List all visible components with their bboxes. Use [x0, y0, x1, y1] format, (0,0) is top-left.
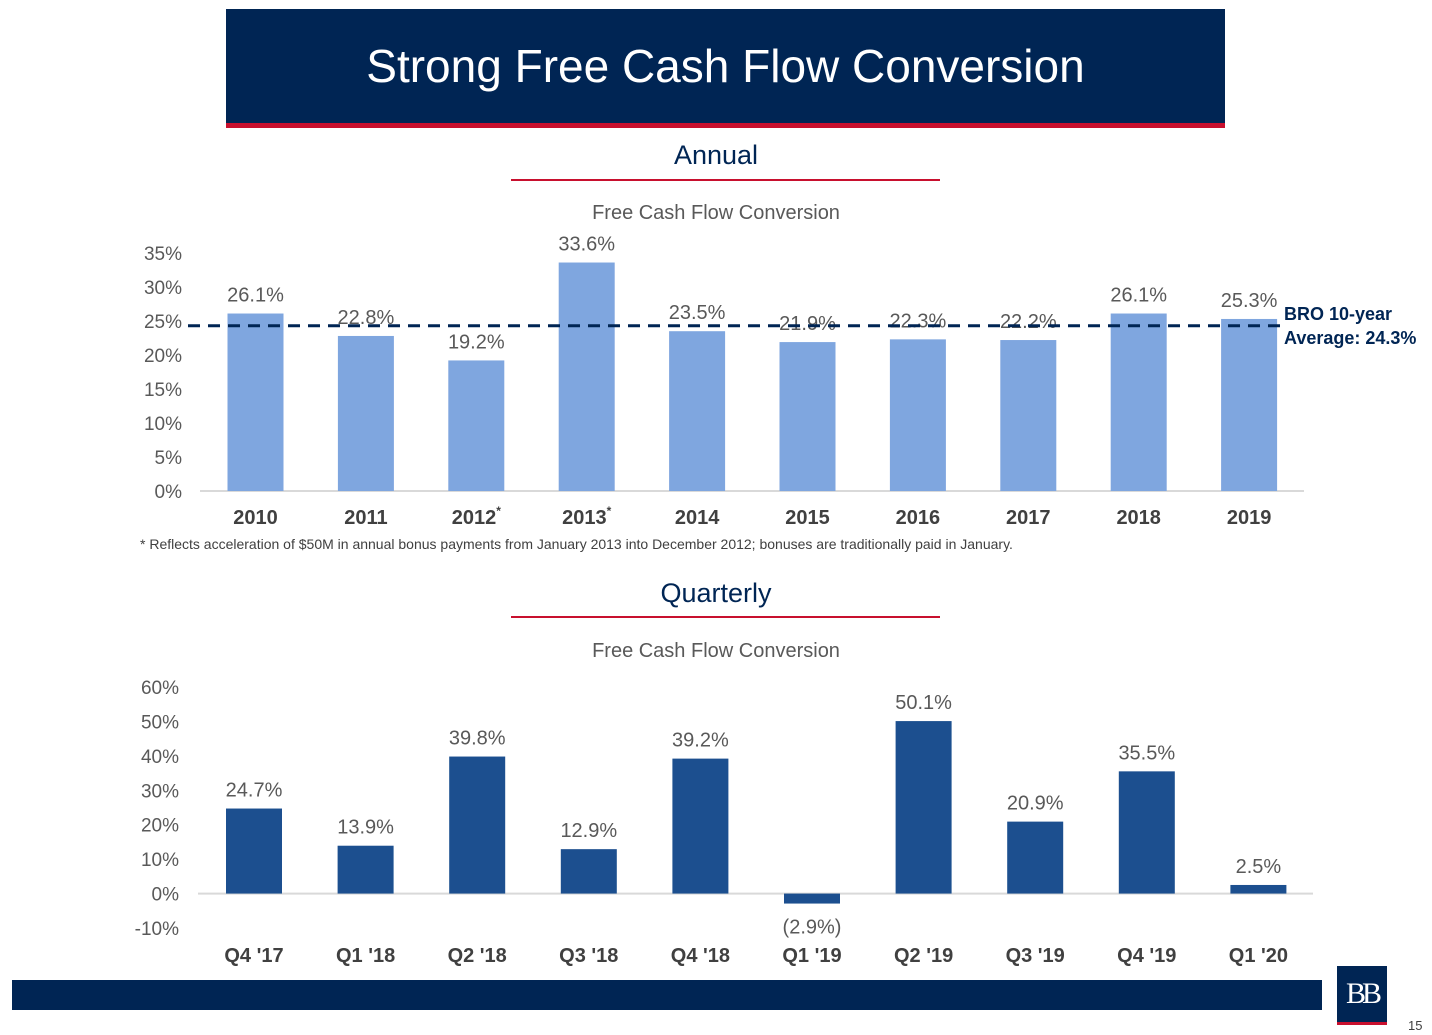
- footnote: * Reflects acceleration of $50M in annua…: [140, 536, 1013, 552]
- annual-data-label: 22.2%: [1000, 311, 1057, 333]
- footer-bar: [12, 980, 1322, 1010]
- quarterly-section-title: Quarterly: [660, 578, 772, 608]
- annual-y-tick: 25%: [144, 312, 182, 333]
- quarterly-bar: [337, 845, 394, 894]
- annual-category-label: 2013*: [562, 504, 612, 529]
- title-banner: [226, 9, 1225, 123]
- annual-category-label: 2011: [344, 507, 387, 529]
- annual-category-label: 2012*: [452, 504, 502, 529]
- quarterly-y-tick: 40%: [141, 747, 179, 768]
- annual-category-label: 2016: [896, 507, 941, 529]
- annual-data-label: 25.3%: [1221, 290, 1278, 312]
- annual-section-rule: [511, 179, 940, 181]
- page-title: Strong Free Cash Flow Conversion: [366, 40, 1085, 92]
- annual-y-tick: 20%: [144, 346, 182, 367]
- quarterly-data-label: 12.9%: [560, 820, 617, 842]
- annual-chart: 0% 5% 10% 15% 20% 25% 30% 35% 26.1% 2010 22.8% 2011…: [144, 234, 1304, 529]
- quarterly-category-label: Q1 '20: [1229, 945, 1288, 967]
- quarterly-category-label: Q1 '18: [336, 945, 395, 967]
- quarterly-category-label: Q1 '19: [782, 945, 841, 967]
- average-label: BRO 10-year Average: 24.3%: [1284, 302, 1416, 350]
- quarterly-bar: [672, 758, 729, 894]
- quarterly-bar: [449, 756, 506, 894]
- annual-y-tick: 10%: [144, 414, 182, 435]
- quarterly-bar: [226, 808, 282, 894]
- annual-category-label: 2018: [1116, 507, 1161, 529]
- annual-bar: [779, 342, 836, 491]
- quarterly-y-tick: 50%: [141, 712, 179, 733]
- annual-data-label: 21.9%: [779, 313, 836, 335]
- annual-data-label: 22.8%: [338, 307, 395, 329]
- quarterly-data-label: 20.9%: [1007, 793, 1064, 815]
- quarterly-data-label: 2.5%: [1236, 856, 1282, 878]
- quarterly-y-tick: -10%: [135, 919, 179, 940]
- annual-category-label: 2015: [785, 507, 830, 529]
- quarterly-data-label: 50.1%: [895, 692, 952, 714]
- quarterly-data-label: 24.7%: [226, 780, 283, 802]
- annual-bar: [227, 313, 284, 491]
- annual-y-tick: 35%: [144, 244, 182, 265]
- quarterly-category-label: Q4 '19: [1117, 945, 1176, 967]
- quarterly-y-tick: 60%: [141, 678, 179, 699]
- quarterly-bar: [895, 721, 952, 894]
- quarterly-y-tick: 0%: [152, 885, 180, 906]
- annual-bar: [448, 360, 505, 491]
- annual-data-label: 26.1%: [227, 285, 284, 307]
- average-label-line1: BRO 10-year: [1284, 304, 1393, 324]
- annual-y-tick: 30%: [144, 278, 182, 299]
- quarterly-data-label: 13.9%: [337, 817, 394, 839]
- quarterly-data-label: 39.8%: [449, 728, 506, 750]
- annual-category-label: 2014: [675, 507, 720, 529]
- quarterly-category-label: Q4 '18: [671, 945, 730, 967]
- company-logo: BB: [1337, 966, 1387, 1025]
- annual-category-label: 2017: [1006, 507, 1051, 529]
- quarterly-chart-title: Free Cash Flow Conversion: [592, 640, 840, 662]
- annual-bar: [889, 339, 946, 491]
- quarterly-bar: [1007, 821, 1064, 894]
- annual-bar: [1221, 318, 1278, 491]
- quarterly-bar: [784, 893, 840, 904]
- annual-category-mark: *: [496, 504, 501, 518]
- annual-data-label: 26.1%: [1110, 285, 1167, 307]
- annual-bar: [669, 331, 726, 491]
- quarterly-category-label: Q4 '17: [224, 945, 283, 967]
- quarterly-category-label: Q3 '19: [1006, 945, 1065, 967]
- quarterly-data-label: 35.5%: [1118, 742, 1175, 764]
- quarterly-section-rule: [511, 616, 940, 618]
- annual-bar: [558, 262, 615, 491]
- annual-data-label: 19.2%: [448, 331, 505, 353]
- annual-category-label: 2019: [1227, 507, 1272, 529]
- quarterly-y-tick: 10%: [141, 850, 179, 871]
- annual-category-mark: *: [607, 504, 612, 518]
- quarterly-chart: -10% 0% 10% 20% 30% 40% 50% 60% 24.7% Q4 '17 13.9%…: [135, 678, 1313, 967]
- annual-data-label: 33.6%: [558, 234, 615, 256]
- annual-bar: [1110, 313, 1167, 491]
- annual-bar: [1000, 340, 1057, 491]
- annual-y-tick: 15%: [144, 380, 182, 401]
- quarterly-data-label: (2.9%): [783, 917, 842, 939]
- quarterly-category-label: Q3 '18: [559, 945, 618, 967]
- annual-bar: [337, 335, 394, 491]
- quarterly-category-label: Q2 '19: [894, 945, 953, 967]
- quarterly-y-tick: 20%: [141, 816, 179, 837]
- annual-y-tick: 0%: [155, 482, 183, 503]
- annual-data-label: 23.5%: [669, 302, 726, 324]
- average-label-line2: Average: 24.3%: [1284, 328, 1417, 348]
- title-underline: [226, 123, 1225, 128]
- annual-chart-title: Free Cash Flow Conversion: [592, 202, 840, 224]
- annual-category-label: 2010: [233, 507, 278, 529]
- page-number: 15: [1408, 1018, 1423, 1033]
- quarterly-bar: [1118, 771, 1175, 894]
- quarterly-data-label: 39.2%: [672, 730, 729, 752]
- annual-section-title: Annual: [673, 140, 759, 170]
- annual-y-tick: 5%: [155, 448, 183, 469]
- quarterly-category-label: Q2 '18: [448, 945, 507, 967]
- quarterly-y-tick: 30%: [141, 781, 179, 802]
- quarterly-bar: [560, 849, 617, 894]
- quarterly-bar: [1230, 884, 1287, 894]
